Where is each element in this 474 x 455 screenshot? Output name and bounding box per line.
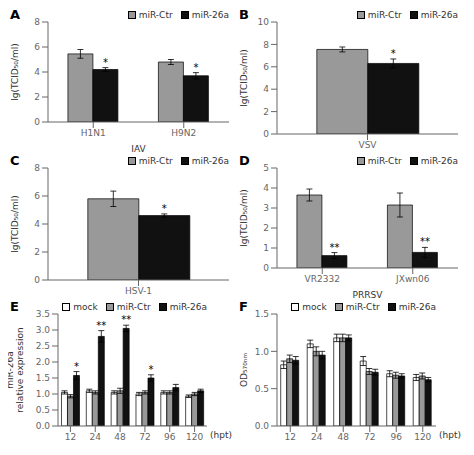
svg-text:2.5: 2.5 [36, 341, 50, 351]
html-text:A: A [10, 7, 21, 22]
svg-text:6: 6 [34, 191, 40, 201]
html-text:miR-26a: miR-26a [420, 10, 458, 20]
html-text:miR-26a: miR-26a [420, 156, 458, 166]
svg-text:*: * [148, 364, 153, 375]
svg-text:4: 4 [263, 183, 269, 193]
svg-text:1.0: 1.0 [36, 389, 51, 399]
svg-text:(hpt): (hpt) [439, 430, 461, 440]
html-text:miR-Ctr: miR-Ctr [367, 156, 402, 166]
svg-text:120: 120 [186, 432, 203, 442]
html-text:miR-Ctr: miR-Ctr [345, 302, 380, 312]
svg-text:*: * [103, 57, 108, 68]
svg-text:*: * [74, 361, 79, 372]
svg-text:*: * [391, 48, 396, 59]
svg-text:0.5: 0.5 [255, 384, 269, 394]
svg-text:8: 8 [34, 163, 40, 173]
svg-text:H9N2: H9N2 [171, 128, 196, 138]
svg-text:HSV-1: HSV-1 [125, 286, 152, 296]
svg-text:96: 96 [391, 432, 403, 442]
svg-text:VR2332: VR2332 [305, 274, 340, 284]
svg-text:2: 2 [263, 223, 269, 233]
html-text:miR-26a: miR-26a [169, 302, 207, 312]
svg-text:72: 72 [364, 432, 375, 442]
html-text:miR-Ctr: miR-Ctr [116, 302, 151, 312]
html-text:B: B [239, 7, 249, 22]
svg-text:12: 12 [285, 432, 296, 442]
svg-text:3.0: 3.0 [36, 325, 51, 335]
html-text:C: C [10, 153, 20, 168]
svg-text:**: ** [420, 236, 430, 247]
svg-text:48: 48 [338, 432, 350, 442]
svg-text:3: 3 [263, 203, 269, 213]
svg-text:3.5: 3.5 [36, 309, 50, 319]
svg-text:0: 0 [263, 129, 269, 139]
svg-text:lg(TCID₅₀/ml): lg(TCID₅₀/ml) [10, 43, 20, 101]
svg-text:PRRSV: PRRSV [353, 290, 384, 300]
html-text:miR-Ctr: miR-Ctr [138, 10, 173, 20]
svg-text:JXwn06: JXwn06 [395, 274, 430, 284]
svg-text:0.0: 0.0 [36, 421, 51, 431]
svg-text:**: ** [329, 242, 339, 253]
html-text:mock: mock [73, 302, 98, 312]
svg-text:IAV: IAV [131, 144, 146, 154]
svg-text:2: 2 [34, 92, 40, 102]
svg-text:0: 0 [34, 117, 40, 127]
svg-text:10: 10 [258, 17, 270, 27]
svg-text:0.5: 0.5 [36, 405, 50, 415]
svg-text:2: 2 [263, 107, 269, 117]
svg-text:1.5: 1.5 [255, 309, 269, 319]
svg-text:lg(TCID₅₀/ml): lg(TCID₅₀/ml) [10, 195, 20, 253]
svg-text:miR-26arelative expression: miR-26arelative expression [8, 327, 25, 412]
svg-text:H1N1: H1N1 [81, 128, 106, 138]
svg-text:6: 6 [263, 62, 269, 72]
html-text:miR-26a: miR-26a [191, 10, 229, 20]
svg-text:1.5: 1.5 [36, 373, 50, 383]
svg-text:96: 96 [164, 432, 176, 442]
svg-text:5: 5 [263, 163, 269, 173]
svg-text:2: 2 [34, 247, 40, 257]
html-text:miR-26a: miR-26a [191, 156, 229, 166]
svg-text:2.0: 2.0 [36, 357, 51, 367]
svg-text:24: 24 [90, 432, 102, 442]
html-text:mock: mock [302, 302, 327, 312]
svg-text:OD₅₇₀ₙₘ: OD₅₇₀ₙₘ [239, 353, 249, 387]
svg-text:120: 120 [414, 432, 431, 442]
svg-text:*: * [162, 203, 167, 214]
svg-text:1: 1 [263, 243, 269, 253]
svg-text:**: ** [121, 314, 131, 325]
svg-text:4: 4 [263, 84, 269, 94]
html-text:D: D [239, 153, 250, 168]
html-text:F: F [239, 299, 248, 314]
html-text:E: E [10, 299, 19, 314]
svg-text:**: ** [96, 320, 106, 331]
html-text:miR-Ctr: miR-Ctr [367, 10, 402, 20]
svg-text:lg(TCID₅₀/ml): lg(TCID₅₀/ml) [239, 49, 249, 107]
svg-text:6: 6 [34, 42, 40, 52]
svg-text:4: 4 [34, 67, 40, 77]
svg-text:lg(TCID₅₀/ml): lg(TCID₅₀/ml) [239, 189, 249, 247]
svg-text:8: 8 [34, 17, 40, 27]
svg-text:72: 72 [139, 432, 150, 442]
svg-text:24: 24 [311, 432, 323, 442]
svg-text:*: * [193, 62, 198, 73]
svg-text:12: 12 [65, 432, 76, 442]
svg-text:0: 0 [263, 263, 269, 273]
svg-text:4: 4 [34, 219, 40, 229]
svg-text:0: 0 [34, 275, 40, 285]
html-text:miR-Ctr: miR-Ctr [138, 156, 173, 166]
html-text:miR-26a: miR-26a [398, 302, 436, 312]
svg-text:(hpt): (hpt) [210, 430, 232, 440]
svg-text:1.0: 1.0 [255, 347, 270, 357]
svg-text:VSV: VSV [358, 140, 377, 150]
svg-text:8: 8 [263, 40, 269, 50]
svg-text:0.0: 0.0 [255, 421, 270, 431]
svg-text:48: 48 [114, 432, 126, 442]
